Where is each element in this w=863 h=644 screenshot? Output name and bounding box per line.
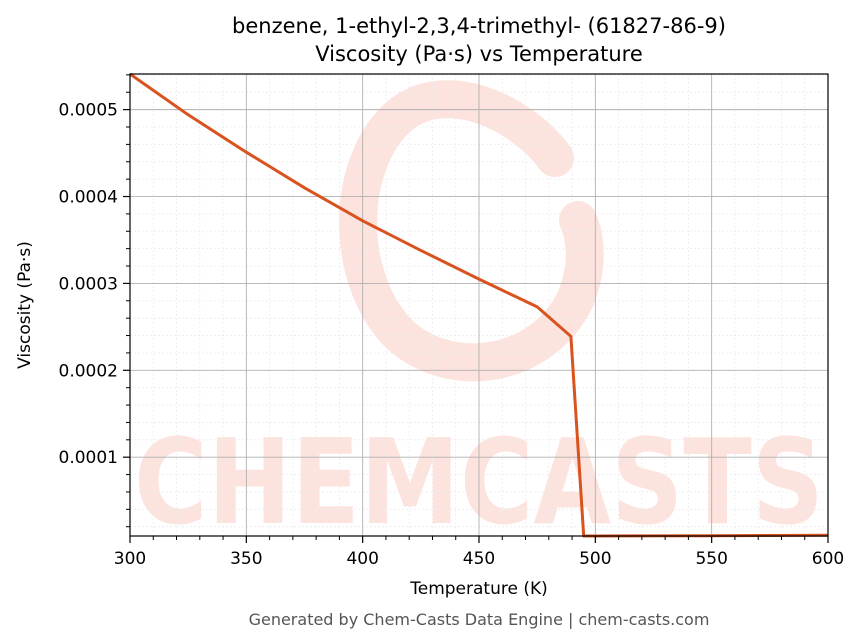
- x-tick-label: 450: [463, 549, 495, 569]
- y-axis-label: Viscosity (Pa·s): [15, 241, 35, 369]
- y-tick-label: 0.0002: [59, 361, 118, 381]
- y-tick-label: 0.0001: [59, 448, 118, 468]
- chart-subtitle: Viscosity (Pa·s) vs Temperature: [315, 42, 643, 66]
- footer-credit: Generated by Chem-Casts Data Engine | ch…: [249, 610, 710, 629]
- x-tick-label: 300: [114, 549, 146, 569]
- x-tick-label: 350: [230, 549, 262, 569]
- x-tick-label: 600: [812, 549, 844, 569]
- y-tick-label: 0.0004: [59, 188, 118, 208]
- chart-title: benzene, 1-ethyl-2,3,4-trimethyl- (61827…: [232, 14, 726, 38]
- y-tick-label: 0.0005: [59, 101, 118, 121]
- x-axis-label: Temperature (K): [409, 579, 548, 599]
- y-tick-label: 0.0003: [59, 274, 118, 294]
- axis-ticks: [123, 74, 829, 543]
- major-grid: [129, 74, 829, 536]
- axis-tick-labels: 300 350 400 450 500 550 600 0.0001 0.0002 0.0003 0…: [59, 101, 845, 569]
- x-tick-label: 500: [579, 549, 611, 569]
- x-tick-label: 400: [346, 549, 378, 569]
- x-tick-label: 550: [695, 549, 727, 569]
